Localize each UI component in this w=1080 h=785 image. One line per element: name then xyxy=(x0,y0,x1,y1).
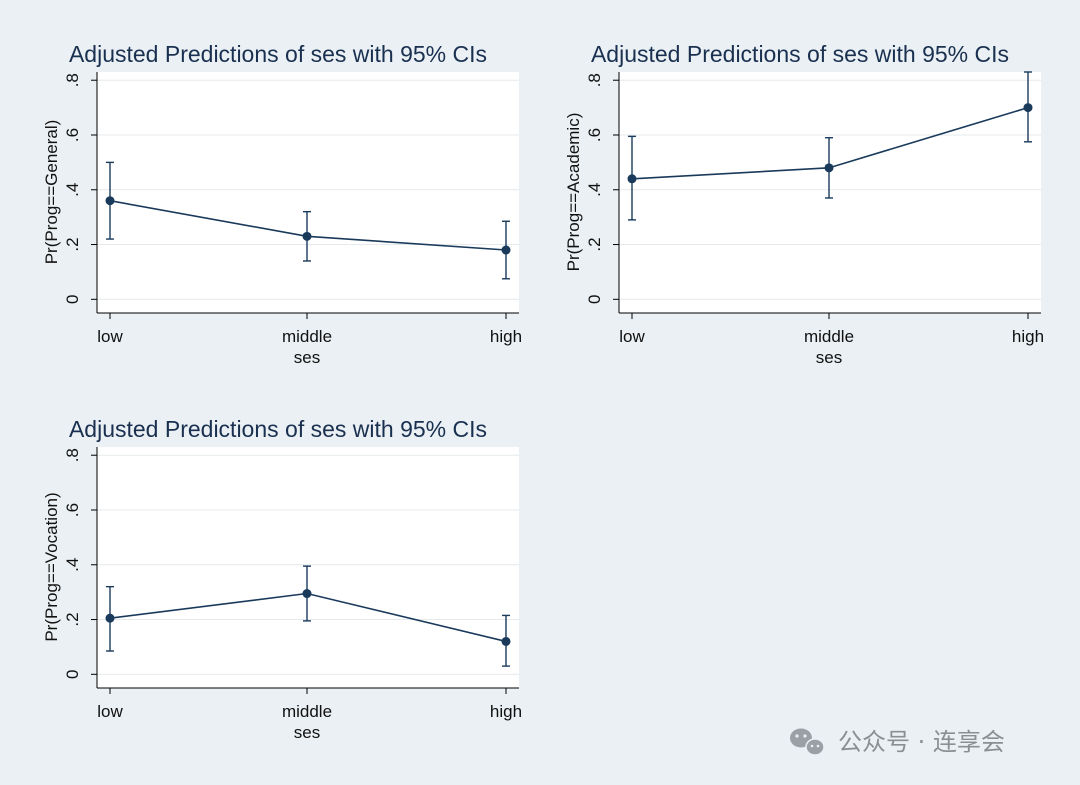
data-point xyxy=(501,245,511,255)
x-axis-title: ses xyxy=(816,348,842,367)
y-tick-label: .2 xyxy=(63,237,82,251)
x-tick-label: high xyxy=(1012,327,1044,346)
chart-panel-1: Adjusted Predictions of ses with 95% CIs… xyxy=(42,41,522,367)
y-tick-label: .2 xyxy=(63,612,82,626)
y-tick-label: .6 xyxy=(63,503,82,517)
y-axis-title: Pr(Prog==Vocation) xyxy=(42,492,61,641)
x-tick-label: high xyxy=(490,327,522,346)
data-point xyxy=(824,163,834,173)
data-point xyxy=(302,231,312,241)
y-tick-label: 0 xyxy=(585,295,604,304)
y-tick-label: .6 xyxy=(63,128,82,142)
y-tick-label: .4 xyxy=(63,558,82,572)
x-tick-label: middle xyxy=(282,327,332,346)
wechat-eye xyxy=(816,744,820,748)
x-tick-label: low xyxy=(97,327,123,346)
wechat-eye xyxy=(803,734,807,738)
plot-area xyxy=(97,72,519,313)
chart-title: Adjusted Predictions of ses with 95% CIs xyxy=(591,41,1009,67)
plot-area xyxy=(619,72,1041,313)
data-point xyxy=(105,196,115,206)
y-tick-label: .6 xyxy=(585,128,604,142)
data-point xyxy=(627,174,637,184)
data-point xyxy=(105,613,115,623)
chart-title: Adjusted Predictions of ses with 95% CIs xyxy=(69,41,487,67)
x-axis-title: ses xyxy=(294,348,320,367)
wechat-icon xyxy=(790,728,825,756)
x-tick-label: high xyxy=(490,702,522,721)
data-point xyxy=(501,636,511,646)
y-tick-label: .8 xyxy=(585,73,604,87)
y-tick-label: 0 xyxy=(63,670,82,679)
x-tick-label: middle xyxy=(282,702,332,721)
y-axis-title: Pr(Prog==Academic) xyxy=(564,113,583,272)
wechat-bubble-small xyxy=(805,738,825,756)
chart-panel-2: Adjusted Predictions of ses with 95% CIs… xyxy=(564,41,1044,367)
y-tick-label: .2 xyxy=(585,237,604,251)
chart-panel-3: Adjusted Predictions of ses with 95% CIs… xyxy=(42,416,522,742)
x-tick-label: middle xyxy=(804,327,854,346)
watermark: 公众号 · 连享会 xyxy=(790,728,1005,756)
x-tick-label: low xyxy=(619,327,645,346)
wechat-eye xyxy=(795,734,799,738)
chart-title: Adjusted Predictions of ses with 95% CIs xyxy=(69,416,487,442)
data-point xyxy=(1023,103,1033,113)
data-point xyxy=(302,589,312,599)
x-tick-label: low xyxy=(97,702,123,721)
x-axis-title: ses xyxy=(294,723,320,742)
wechat-eye xyxy=(810,744,814,748)
y-tick-label: 0 xyxy=(63,295,82,304)
y-tick-label: .4 xyxy=(63,183,82,197)
y-tick-label: .8 xyxy=(63,73,82,87)
y-tick-label: .8 xyxy=(63,448,82,462)
watermark-text: 公众号 · 连享会 xyxy=(838,728,1005,756)
plot-area xyxy=(97,447,519,688)
y-tick-label: .4 xyxy=(585,183,604,197)
y-axis-title: Pr(Prog==General) xyxy=(42,120,61,265)
